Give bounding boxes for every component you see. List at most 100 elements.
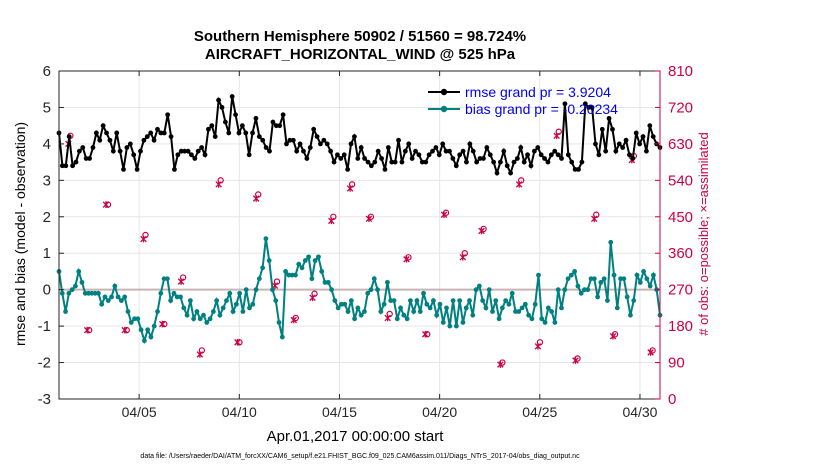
bias-point — [381, 301, 387, 307]
rmse-point — [267, 148, 272, 154]
rmse-point — [508, 170, 513, 176]
rmse-point — [318, 141, 323, 147]
assimilated-obs-point — [478, 227, 485, 235]
bias-point — [486, 287, 492, 293]
bias-point — [151, 323, 157, 329]
bias-point — [122, 294, 128, 300]
bias-point — [565, 276, 571, 282]
rmse-point — [263, 145, 269, 150]
bias-point — [582, 287, 587, 293]
bias-point — [388, 298, 394, 303]
rmse-point — [548, 152, 554, 158]
rmse-point — [331, 159, 337, 165]
rmse-point — [501, 148, 507, 154]
bias-point — [128, 320, 134, 325]
bias-point — [132, 316, 137, 322]
rmse-point — [504, 163, 510, 169]
bias-point — [408, 298, 413, 303]
rmse-point — [321, 137, 327, 143]
bias-point — [365, 290, 371, 296]
bias-point — [529, 316, 535, 322]
bias-point — [66, 290, 72, 296]
rmse-point — [531, 148, 537, 154]
bias-point — [555, 287, 561, 293]
bias-point — [335, 305, 341, 311]
rmse-point — [324, 141, 330, 147]
bias-point — [296, 261, 302, 267]
bias-point — [453, 323, 459, 329]
rmse-point — [175, 152, 181, 158]
rmse-point — [470, 148, 476, 154]
bias-point — [243, 287, 249, 293]
bias-point — [549, 309, 555, 314]
rmse-point — [121, 167, 126, 172]
bias-point — [421, 290, 426, 296]
bias-point — [434, 312, 440, 318]
observation-count-layer — [65, 128, 656, 368]
bias-point — [63, 309, 68, 314]
rmse-point — [382, 167, 388, 172]
bias-point — [368, 287, 374, 293]
grid-layer — [59, 70, 660, 400]
rmse-point — [535, 145, 541, 150]
bias-point — [112, 283, 118, 289]
y-tick-label: 4 — [43, 136, 51, 153]
bias-point — [463, 305, 469, 311]
bias-point — [145, 327, 151, 333]
bias-point — [493, 298, 499, 303]
assimilated-obs-point — [572, 357, 579, 364]
bias-point — [637, 279, 643, 285]
rmse-point — [613, 148, 619, 154]
bias-point — [322, 279, 328, 285]
bias-point — [247, 305, 252, 311]
rmse-point — [545, 159, 551, 165]
rmse-point — [481, 156, 486, 161]
bias-point — [293, 272, 298, 278]
bias-point — [427, 305, 433, 311]
bias-point — [273, 298, 279, 303]
rmse-point — [229, 94, 235, 99]
rmse-point — [246, 152, 252, 158]
bias-series-line — [58, 238, 661, 345]
bias-point — [201, 312, 206, 318]
assimilated-obs-point — [196, 351, 204, 358]
bias-point — [260, 265, 266, 271]
bias-point — [647, 283, 653, 289]
tick-labels-layer: 04/05 04/10 04/15 04/20 04/25 04/30 -3 -2 -1 0 1 2 3… — [38, 63, 693, 420]
rmse-point — [216, 97, 221, 103]
rmse-point — [114, 130, 120, 136]
rmse-point — [637, 141, 643, 147]
bias-point — [266, 258, 272, 263]
bias-point — [86, 290, 91, 296]
bias-point — [309, 276, 315, 282]
rmse-point — [110, 148, 116, 154]
rmse-point — [127, 141, 133, 147]
rmse-point — [440, 141, 446, 147]
rmse-point — [460, 148, 466, 154]
rmse-point — [253, 115, 259, 121]
rmse-point — [396, 137, 401, 143]
rmse-point — [87, 156, 92, 161]
rmse-point — [165, 112, 171, 118]
y2-tick-label: 0 — [668, 391, 676, 408]
bias-point — [559, 305, 564, 311]
assimilated-obs-point — [328, 217, 335, 225]
bias-point — [618, 276, 623, 282]
rmse-point — [586, 105, 592, 110]
assimilated-obs-point — [553, 132, 560, 140]
rmse-point — [352, 134, 357, 140]
rmse-point — [243, 130, 249, 136]
rmse-point — [562, 101, 568, 107]
rmse-point — [355, 156, 361, 161]
x-tick-label: 04/15 — [322, 404, 357, 420]
rmse-point — [616, 141, 622, 147]
bias-point — [329, 287, 334, 293]
y-axis-label-left: rmse and bias (model - observation) — [12, 122, 28, 346]
rmse-point — [555, 152, 561, 158]
bias-point — [135, 316, 141, 322]
y-tick-label: -2 — [38, 355, 51, 372]
rmse-point — [287, 137, 293, 143]
assimilated-obs-point — [177, 278, 185, 285]
assimilated-obs-point — [534, 343, 542, 350]
